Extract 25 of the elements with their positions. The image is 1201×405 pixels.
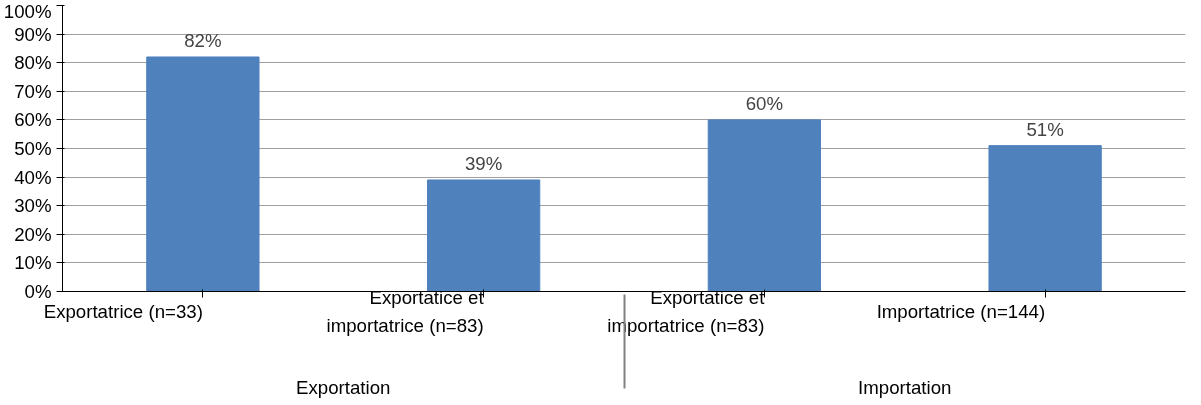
data-label: 51% xyxy=(1026,118,1064,140)
text: Importation xyxy=(858,376,952,398)
y-tick-label: 40% xyxy=(14,166,52,188)
y-tick-label: 60% xyxy=(14,109,52,131)
x-tick-label: Exportatice et importatrice (n=83) xyxy=(326,287,485,336)
data-label: 82% xyxy=(184,29,222,51)
y-tick-label: 20% xyxy=(14,223,52,245)
y-tick-label: 100% xyxy=(3,0,52,22)
y-tick-label: 0% xyxy=(24,281,52,302)
y-tick-label: 70% xyxy=(14,80,52,102)
text: Exportation xyxy=(296,376,391,398)
bar xyxy=(426,179,541,292)
data-label: 60% xyxy=(745,92,784,114)
y-tick-label: 90% xyxy=(14,23,52,45)
data-label: 39% xyxy=(464,152,503,174)
bar xyxy=(707,119,822,292)
bar xyxy=(146,56,260,292)
x-tick-label: Exportatice et importatrice (n=83) xyxy=(607,287,766,336)
x-tick-label: Importatrice (n=144) xyxy=(876,301,1046,322)
y-tick-label: 80% xyxy=(14,52,52,74)
bar xyxy=(988,145,1102,292)
y-tick-label: 50% xyxy=(14,138,52,159)
y-tick-label: 30% xyxy=(14,195,52,217)
y-tick-label: 10% xyxy=(14,252,52,274)
x-tick-label: Exportatrice (n=33) xyxy=(43,301,203,322)
